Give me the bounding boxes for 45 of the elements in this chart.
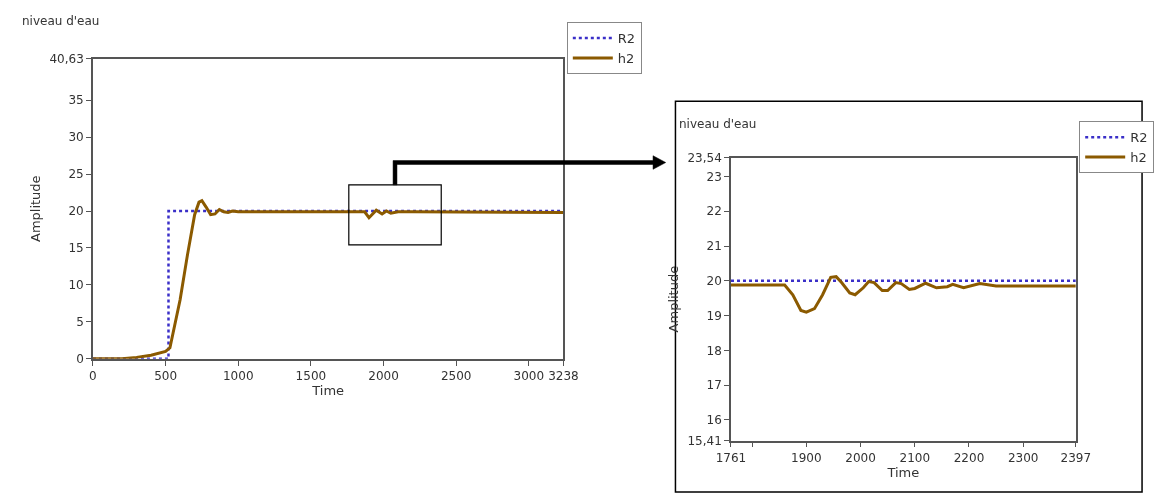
chart-title: niveau d'eau: [22, 14, 100, 28]
x-tick-label: 1500: [295, 369, 327, 384]
legend-label: h2: [1130, 150, 1147, 166]
y-tick-label: 25: [68, 167, 84, 182]
x-tick-label: 2300: [1007, 450, 1039, 465]
y-tick-label: 0: [76, 352, 84, 367]
y-tick-label: 20: [68, 204, 84, 219]
y-tick-label: 10: [68, 278, 84, 293]
y-axis-title: Amplitude: [665, 265, 681, 333]
y-tick-label: 35: [68, 93, 84, 108]
y-tick-label: 23,54: [687, 150, 722, 165]
legend-label: h2: [617, 50, 635, 66]
chart-title: niveau d'eau: [679, 117, 757, 131]
x-tick-label: 2200: [953, 450, 985, 465]
y-tick-label: 20: [706, 274, 722, 289]
x-tick-label: 3000: [513, 369, 545, 384]
y-tick-label: 5: [76, 315, 84, 330]
x-tick-label: 500: [154, 369, 178, 384]
legend-label: R2: [1130, 130, 1148, 146]
y-tick-label: 19: [706, 308, 722, 323]
x-tick-label: 1900: [791, 450, 822, 465]
y-tick-label: 15: [68, 241, 84, 256]
x-tick-label: 0: [89, 369, 97, 384]
x-tick-label: 1761: [715, 450, 747, 465]
y-tick-label: 40,63: [49, 51, 84, 66]
y-tick-label: 15,41: [687, 433, 722, 448]
y-tick-label: 22: [706, 204, 722, 219]
y-tick-label: 21: [706, 239, 722, 254]
x-tick-label: 2000: [845, 450, 876, 465]
y-tick-label: 17: [706, 378, 722, 393]
x-tick-label: 1000: [222, 369, 254, 384]
legend-label: R2: [617, 31, 636, 47]
x-axis-title: Time: [886, 464, 920, 480]
x-axis-title: Time: [311, 383, 345, 399]
y-axis-title: Amplitude: [27, 175, 43, 242]
x-tick-label: 2500: [440, 369, 472, 384]
line-series: [730, 275, 1076, 314]
x-tick-label: 3238: [548, 369, 579, 384]
y-tick-label: 16: [706, 413, 722, 428]
x-tick-label: 2100: [899, 450, 931, 465]
x-tick-label: 2000: [368, 369, 399, 384]
x-tick-label: 2397: [1060, 450, 1092, 465]
y-tick-label: 18: [706, 343, 722, 358]
y-tick-label: 30: [68, 130, 84, 145]
y-tick-label: 23: [706, 169, 722, 184]
